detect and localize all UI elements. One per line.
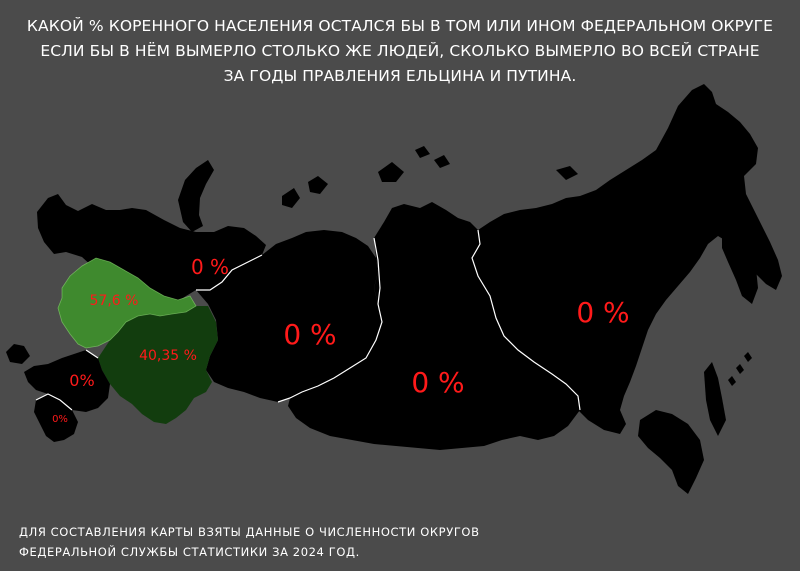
region-south	[24, 350, 110, 412]
central-outline	[57, 257, 197, 349]
label-north-caucasus: 0%	[52, 414, 68, 425]
title-line-2: ЕСЛИ БЫ В НЁМ ВЫМЕРЛО СТОЛЬКО ЖЕ ЛЮДЕЙ, …	[40, 42, 760, 60]
label-northwest: 0 %	[191, 255, 229, 279]
map-title: КАКОЙ % КОРЕННОГО НАСЕЛЕНИЯ ОСТАЛСЯ БЫ В…	[0, 14, 800, 89]
border-ural-siberia	[277, 237, 383, 403]
border-northwest-ural	[196, 254, 263, 291]
label-siberia: 0 %	[411, 366, 464, 399]
region-central	[58, 258, 196, 348]
label-far-east: 0 %	[576, 296, 629, 329]
title-line-3: ЗА ГОДЫ ПРАВЛЕНИЯ ЕЛЬЦИНА И ПУТИНА.	[223, 67, 577, 85]
severnaya-zemlya-island	[308, 176, 328, 194]
green-region-outlines	[57, 257, 197, 349]
label-ural: 0 %	[283, 318, 336, 351]
crimea-peninsula	[6, 344, 30, 364]
arctic-islands	[128, 146, 578, 246]
sakhalin-island	[704, 362, 726, 436]
severnaya-zemlya-island-2	[378, 162, 404, 182]
region-far-east	[472, 84, 782, 434]
border-south-volga	[85, 349, 99, 359]
region-volga	[98, 306, 218, 424]
primorye-coast	[638, 410, 704, 494]
border-siberia-fareast	[471, 229, 581, 411]
border-south-ncauc	[35, 393, 73, 411]
region-siberia	[288, 202, 580, 450]
novaya-zemlya-island	[178, 160, 214, 232]
footer-line-1: ДЛЯ СОСТАВЛЕНИЯ КАРТЫ ВЗЯТЫ ДАННЫЕ О ЧИС…	[19, 525, 480, 539]
kamchatka-peninsula	[722, 224, 758, 304]
label-central: 57,6 %	[90, 293, 139, 309]
new-siberian-island-2	[434, 155, 450, 168]
label-volga: 40,35 %	[139, 348, 197, 364]
region-ural	[196, 230, 382, 402]
kuril-islands	[728, 352, 752, 386]
district-borders	[35, 229, 581, 411]
label-south: 0%	[69, 371, 94, 390]
new-siberian-island	[415, 146, 430, 158]
map-footer: ДЛЯ СОСТАВЛЕНИЯ КАРТЫ ВЗЯТЫ ДАННЫЕ О ЧИС…	[19, 522, 480, 562]
wrangel-island	[556, 166, 578, 180]
title-line-1: КАКОЙ % КОРЕННОГО НАСЕЛЕНИЯ ОСТАЛСЯ БЫ В…	[26, 17, 774, 35]
region-northwest	[37, 194, 266, 306]
footer-line-2: ФЕДЕРАЛЬНОЙ СЛУЖБЫ СТАТИСТИКИ ЗА 2024 ГО…	[19, 545, 360, 559]
franz-josef-island	[282, 188, 300, 208]
